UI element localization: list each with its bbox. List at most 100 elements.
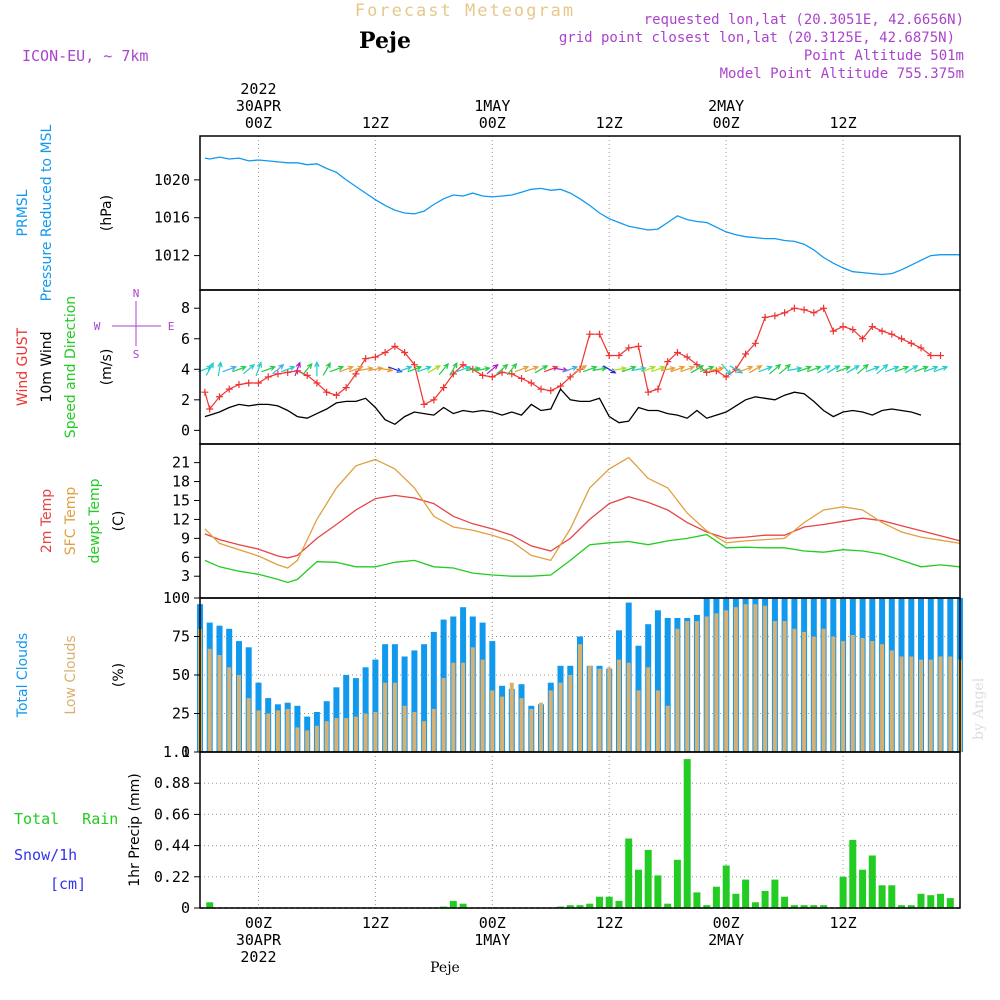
top-time-label: 00Z <box>245 114 272 132</box>
total-cloud-bar <box>664 618 671 752</box>
low-cloud-bar <box>617 659 621 752</box>
wind-direction-arrow <box>797 365 812 373</box>
low-cloud-bar <box>714 613 719 752</box>
precip-bar <box>849 839 857 908</box>
y-axis-label: Speed and Direction <box>63 296 79 438</box>
low-cloud-bar <box>636 690 641 752</box>
y-tick-label: 9 <box>181 529 190 547</box>
low-cloud-bar <box>314 725 319 752</box>
total-cloud-bar <box>411 650 418 752</box>
gust-point <box>459 361 467 369</box>
y-axis-label: SFC Temp <box>63 487 79 556</box>
bottom-time-label: 12Z <box>596 914 623 932</box>
top-title: Forecast Meteogram <box>355 1 575 21</box>
wind-direction-arrow <box>563 365 579 373</box>
low-cloud-bar <box>587 665 592 752</box>
top-time-label: 12Z <box>362 114 389 132</box>
total-cloud-bar <box>343 675 350 752</box>
y-tick-label: 0 <box>181 421 190 439</box>
gust-point <box>829 327 837 335</box>
y-tick-label: 1.1 <box>163 743 190 761</box>
gust-point <box>722 373 730 381</box>
y-axis-label: PRMSL <box>15 189 31 236</box>
wind-direction-arrow <box>856 363 869 375</box>
gust-point <box>683 353 691 361</box>
low-cloud-bar <box>889 650 894 752</box>
gust-point <box>615 352 623 360</box>
y-axis-label: Total Clouds <box>15 633 31 718</box>
low-cloud-bar <box>490 690 495 752</box>
low-cloud-bar <box>480 659 485 752</box>
y-axis-label: Wind GUST <box>15 327 31 406</box>
wind-direction-arrow <box>506 362 518 376</box>
y-axis-label: 1hr Precip (mm) <box>127 773 143 886</box>
wind-direction-arrow <box>748 365 763 374</box>
precip-bar <box>790 905 798 908</box>
low-cloud-bar <box>870 641 875 752</box>
snow-label: Snow/1h <box>14 846 77 864</box>
gust-point <box>245 379 253 387</box>
gust-point <box>790 304 798 312</box>
low-cloud-bar <box>441 678 446 752</box>
low-cloud-bar <box>334 718 339 752</box>
total-cloud-bar <box>372 659 379 752</box>
gust-point <box>810 309 818 317</box>
precip-bar <box>703 905 711 908</box>
gust-point <box>605 352 613 360</box>
low-cloud-bar <box>919 659 923 752</box>
wind-direction-arrow <box>865 365 881 373</box>
bottom-time-label: 00Z <box>713 914 740 932</box>
gust-point <box>488 373 496 381</box>
grid-lines <box>200 136 960 909</box>
gust-point <box>761 313 769 321</box>
y-tick-label: 0 <box>181 899 190 917</box>
precip-bar <box>586 903 594 908</box>
y-axis-label: dewpt Temp <box>87 478 103 563</box>
compass-w: W <box>94 320 101 333</box>
low-cloud-bar <box>821 628 826 752</box>
low-cloud-bar <box>850 635 855 752</box>
panel-frame <box>199 135 961 291</box>
wind-direction-arrow <box>222 365 238 373</box>
gust-point <box>595 330 603 338</box>
y-tick-label: 18 <box>172 473 190 491</box>
low-cloud-bar <box>509 682 514 752</box>
low-cloud-bar <box>704 616 709 752</box>
gust-point <box>352 370 360 378</box>
gust-point <box>440 384 448 392</box>
wind-direction-arrow <box>660 366 676 372</box>
precip-bar <box>917 893 925 908</box>
gust-point <box>206 405 214 413</box>
gust-point <box>342 384 350 392</box>
low-cloud-bar <box>568 675 573 752</box>
low-cloud-bar <box>685 621 690 752</box>
precip-bar <box>449 900 457 908</box>
gust-point <box>420 400 428 408</box>
gust-point <box>937 352 945 360</box>
low-cloud-bar <box>646 667 651 752</box>
wind-direction-arrow <box>543 365 559 373</box>
low-cloud-bar <box>207 648 212 752</box>
precip-bar <box>937 893 944 908</box>
y-tick-label: 6 <box>181 330 190 348</box>
low-cloud-bar <box>909 656 914 752</box>
low-cloud-bar <box>266 713 271 752</box>
precip-bar <box>615 900 623 908</box>
precip-bar <box>459 903 467 908</box>
gust-point <box>927 352 935 360</box>
low-cloud-bar <box>529 708 534 752</box>
series-line <box>204 156 960 276</box>
gust-line <box>204 307 941 411</box>
low-cloud-bar <box>655 690 660 752</box>
bottom-time-label: 30APR <box>236 931 282 949</box>
wind-direction-arrow <box>721 363 732 376</box>
wind-direction-arrow <box>904 365 919 374</box>
precip-bar <box>810 905 818 908</box>
point-altitude: Point Altitude 501m <box>804 48 964 64</box>
low-cloud-bar <box>724 610 729 752</box>
low-cloud-bar <box>763 605 768 752</box>
precip-bar <box>888 885 896 908</box>
gust-point <box>547 387 555 395</box>
gust-point <box>820 304 828 312</box>
gust-point <box>693 361 701 369</box>
